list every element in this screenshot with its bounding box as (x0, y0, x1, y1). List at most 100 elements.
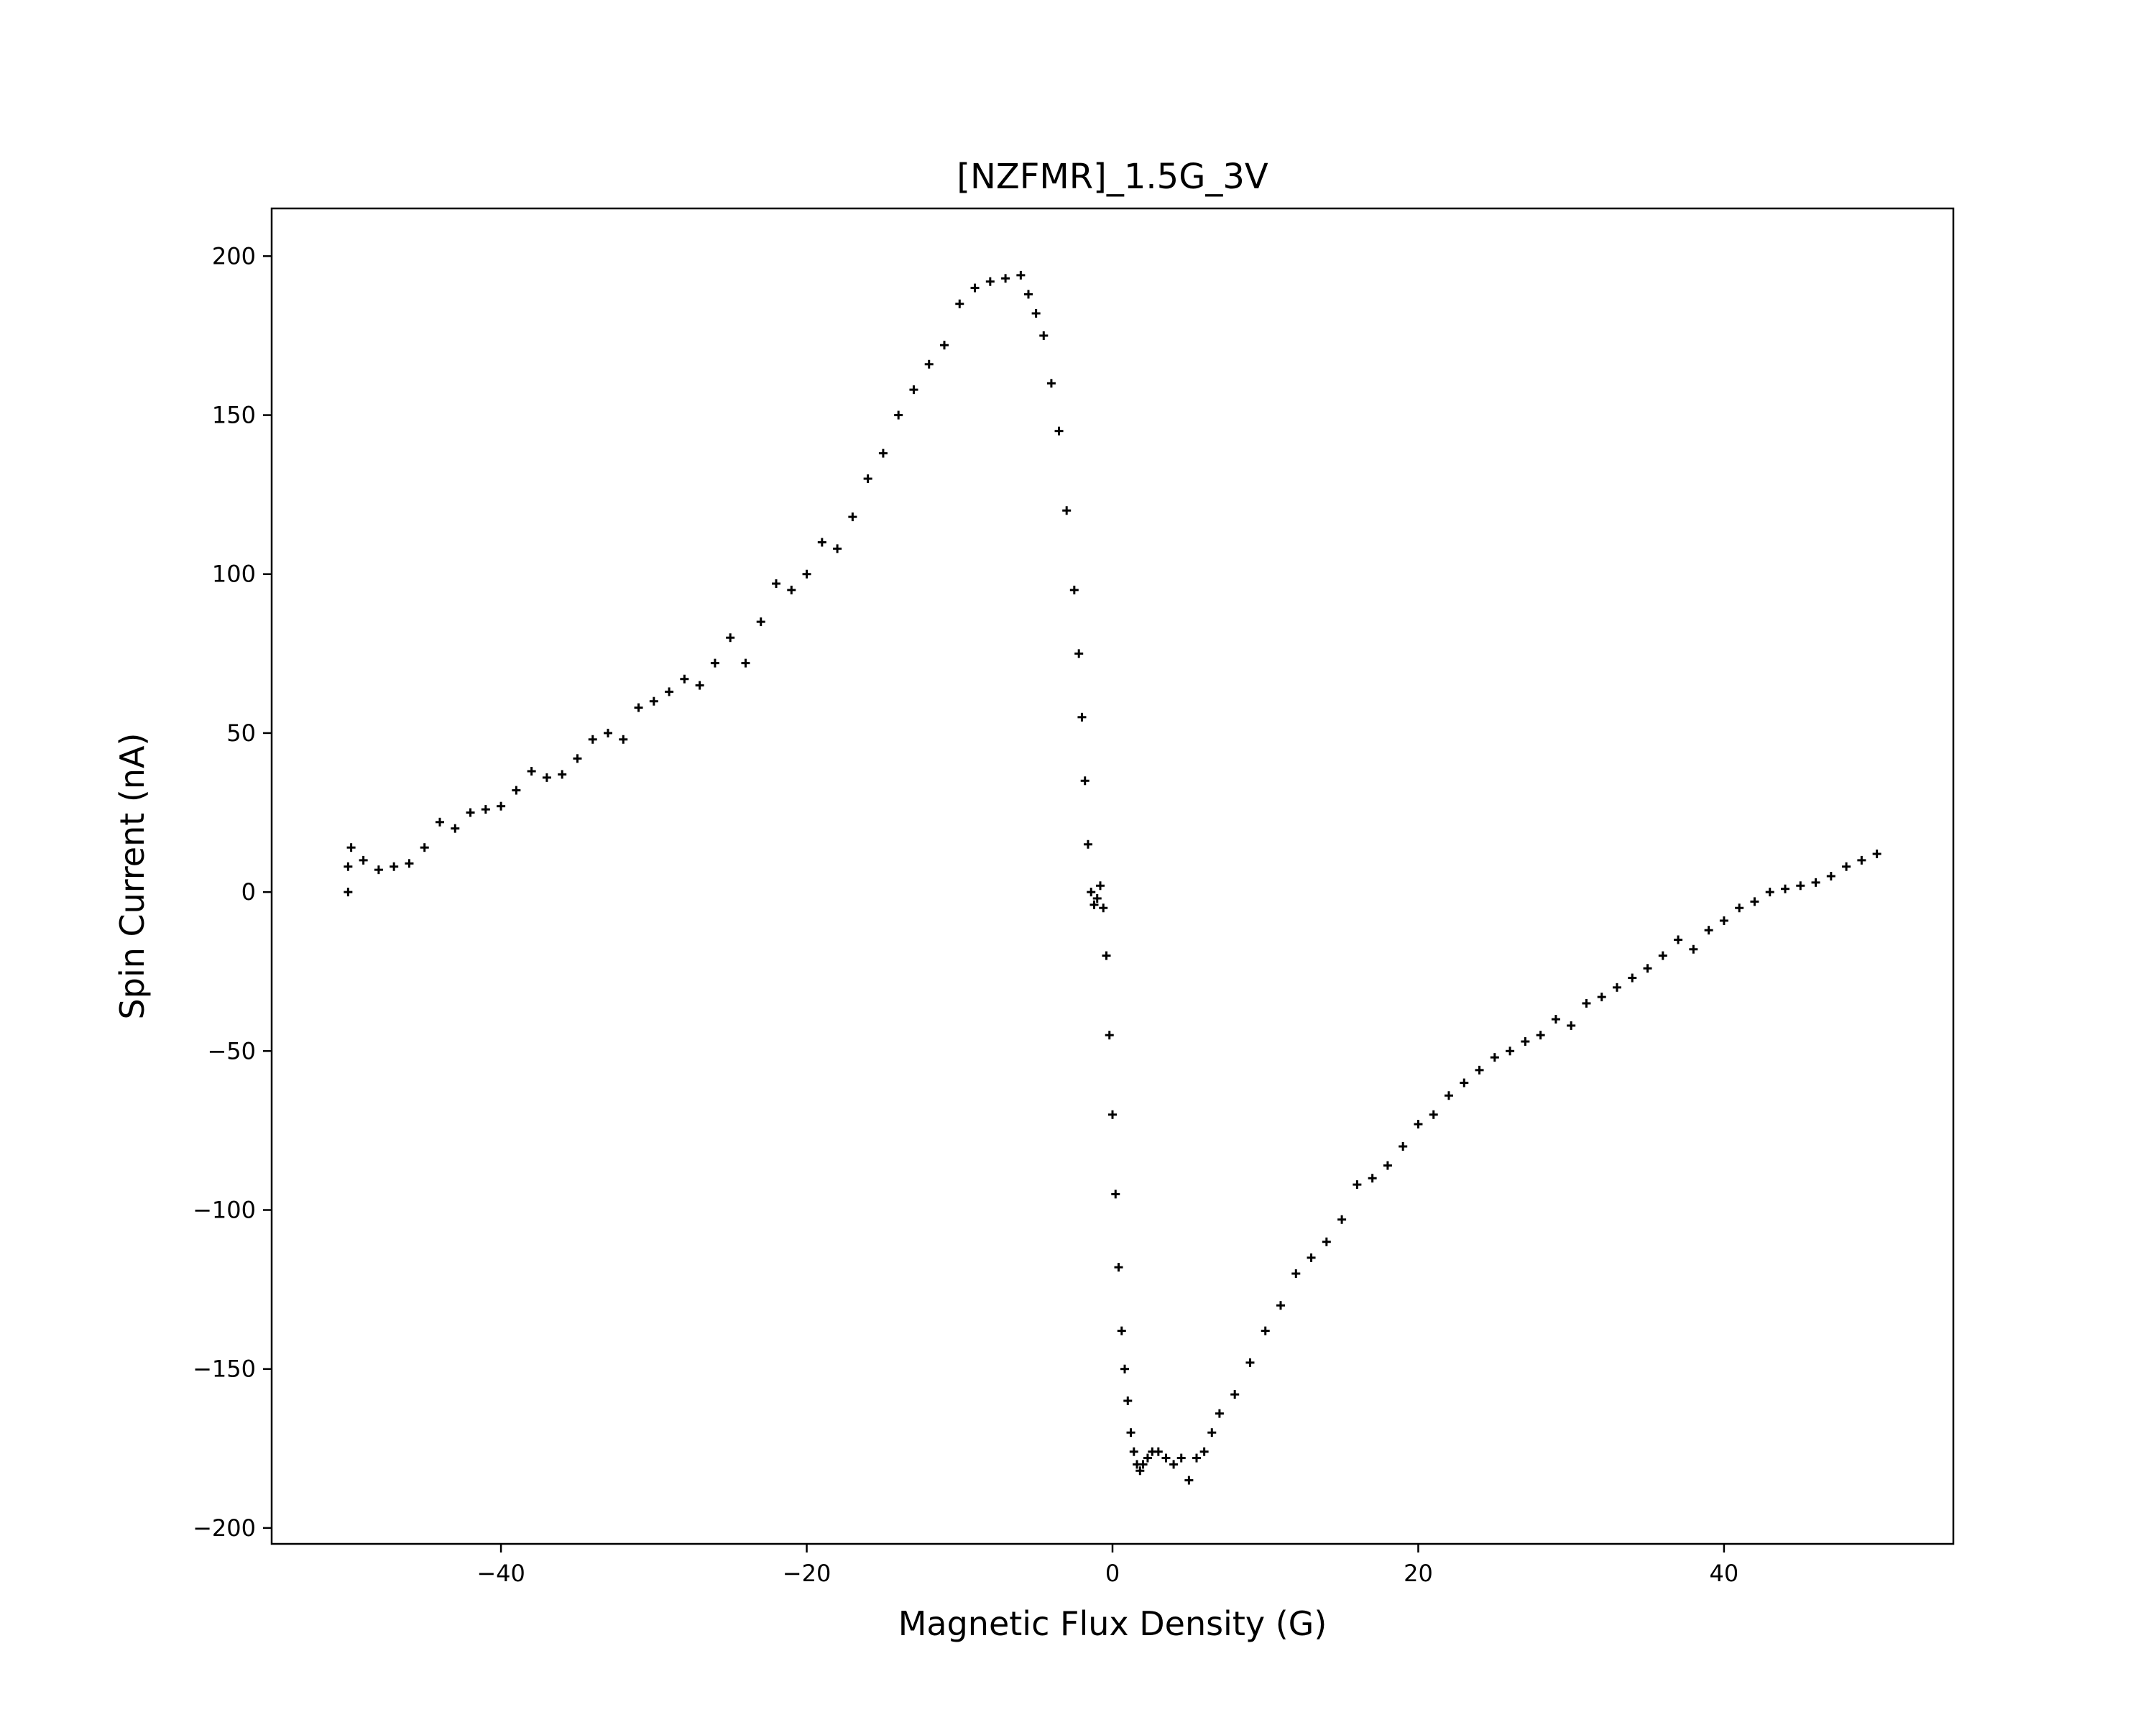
data-point (466, 808, 475, 817)
data-point (1111, 1190, 1120, 1199)
data-point (1092, 893, 1102, 903)
data-point (726, 633, 735, 643)
data-point (1276, 1301, 1285, 1310)
data-point (1750, 897, 1759, 906)
data-point (634, 703, 643, 712)
data-point (665, 687, 674, 696)
y-axis-ticks: −200 −150 −100 −50 0 50 100 150 200 (193, 242, 272, 1542)
data-point (481, 805, 490, 814)
y-tick-label: −100 (193, 1197, 256, 1224)
data-point (436, 817, 444, 827)
data-point (1383, 1161, 1392, 1170)
data-point (1765, 888, 1774, 897)
data-point (1460, 1078, 1469, 1087)
data-point (1095, 881, 1105, 891)
data-point (1016, 270, 1026, 280)
data-point (741, 658, 750, 668)
data-point (1143, 1453, 1152, 1463)
data-point (787, 585, 796, 594)
data-point (1114, 1263, 1123, 1272)
data-point (1108, 1110, 1117, 1119)
data-point (894, 410, 903, 420)
data-point (1024, 290, 1033, 299)
data-point (1245, 1358, 1255, 1367)
data-point (1597, 993, 1606, 1002)
data-point (1521, 1037, 1530, 1046)
data-point (1135, 1466, 1145, 1476)
data-point (1039, 331, 1049, 340)
data-point (344, 862, 353, 871)
data-point (1735, 903, 1744, 913)
data-point (1102, 951, 1111, 960)
data-point (695, 681, 704, 690)
data-point (558, 770, 567, 779)
y-tick-label: −200 (193, 1514, 256, 1542)
data-point (1613, 983, 1621, 992)
data-point (1567, 1021, 1576, 1030)
data-point (940, 341, 949, 350)
data-point (1199, 1447, 1209, 1456)
data-point (817, 538, 826, 547)
x-axis-ticks: −40 −20 0 20 40 (476, 1544, 1738, 1587)
data-point (405, 859, 414, 868)
x-tick-label: −20 (783, 1560, 831, 1587)
data-point (573, 754, 582, 763)
x-tick-label: 20 (1404, 1560, 1433, 1587)
data-point (1796, 881, 1805, 891)
data-point (1207, 1428, 1217, 1438)
data-point (1046, 379, 1056, 388)
data-point (1054, 426, 1064, 436)
y-axis-label: Spin Current (nA) (113, 733, 152, 1020)
y-tick-label: 150 (212, 402, 256, 429)
data-point (1169, 1460, 1179, 1469)
data-point (588, 735, 597, 744)
data-point (619, 735, 628, 744)
data-point (802, 569, 811, 579)
data-point (985, 277, 995, 286)
data-point (1153, 1447, 1163, 1456)
data-point (1399, 1142, 1408, 1151)
data-point (512, 786, 521, 795)
data-point (1490, 1053, 1499, 1062)
data-point (680, 674, 689, 684)
data-point (346, 843, 356, 852)
data-point (344, 888, 353, 897)
y-tick-label: 50 (226, 719, 256, 747)
data-point (390, 862, 399, 871)
data-point (1689, 944, 1698, 954)
data-point (1099, 903, 1108, 913)
data-point (848, 512, 857, 522)
data-point (649, 696, 658, 706)
data-point (1506, 1046, 1515, 1056)
data-point (863, 474, 872, 484)
data-point (1080, 776, 1089, 786)
data-point (420, 843, 429, 852)
data-point (878, 448, 888, 458)
data-point (833, 544, 842, 553)
data-point (909, 385, 918, 395)
data-point (1674, 935, 1683, 944)
data-point (1192, 1453, 1201, 1463)
data-point (1062, 506, 1072, 515)
data-point (1429, 1110, 1438, 1119)
y-tick-label: 100 (212, 561, 256, 588)
data-point (1322, 1237, 1331, 1246)
x-axis-label: Magnetic Flux Density (G) (898, 1604, 1327, 1643)
y-tick-label: −150 (193, 1356, 256, 1383)
data-point (1261, 1326, 1270, 1335)
x-tick-label: 0 (1105, 1560, 1120, 1587)
data-point (374, 865, 383, 875)
data-point (1719, 916, 1728, 925)
data-point (1069, 585, 1079, 594)
data-point (1658, 951, 1667, 960)
data-points (344, 270, 1881, 1485)
data-point (1353, 1180, 1362, 1190)
data-point (542, 773, 551, 782)
data-point (527, 767, 536, 776)
data-point (772, 579, 780, 589)
data-point (1842, 862, 1851, 871)
data-point (1176, 1453, 1186, 1463)
data-point (970, 283, 980, 293)
data-point (604, 728, 612, 737)
